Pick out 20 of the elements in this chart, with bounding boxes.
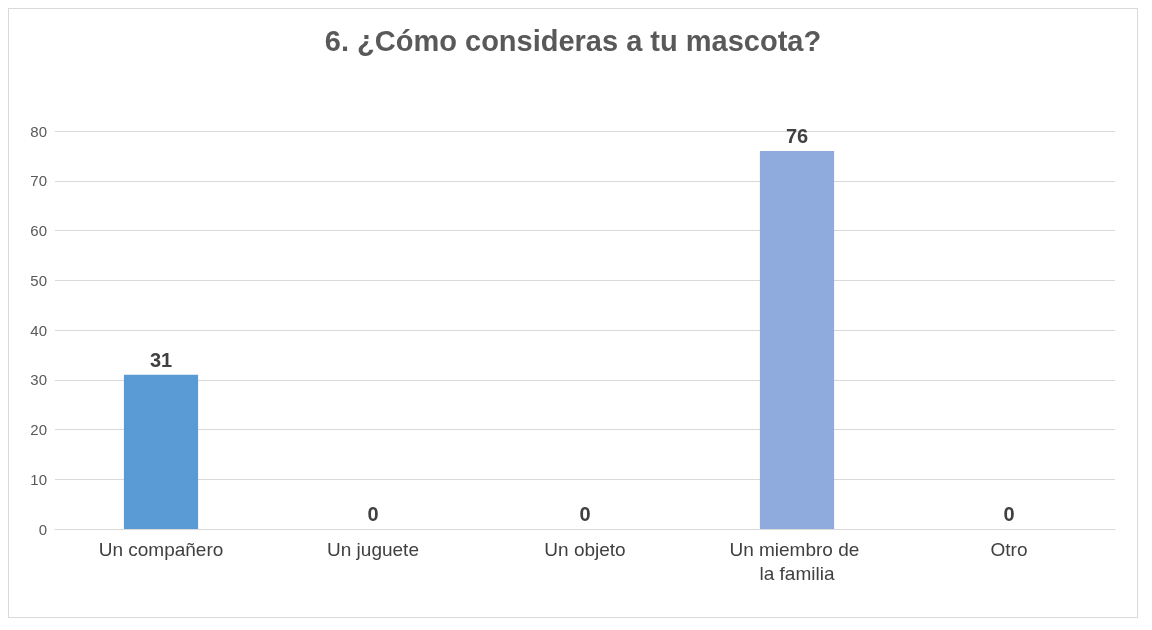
- x-tick-label: Un objeto: [544, 538, 626, 560]
- chart-title: 6. ¿Cómo consideras a tu mascota?: [324, 24, 822, 57]
- y-tick-label: 60: [30, 222, 47, 239]
- y-tick-label: 10: [30, 470, 47, 488]
- data-label: 0: [367, 503, 379, 525]
- data-label: 76: [785, 124, 809, 147]
- y-tick-label: 0: [38, 520, 47, 538]
- y-tick-label: 20: [30, 421, 47, 438]
- data-label: 0: [1003, 503, 1015, 525]
- x-tick-label: Otro: [990, 538, 1028, 560]
- y-tick-label: 30: [30, 371, 47, 389]
- x-tick-label: Un compañero: [98, 538, 224, 560]
- y-tick-label: 80: [30, 122, 47, 140]
- x-tick-label: Un juguete: [327, 538, 419, 560]
- y-tick-label: 40: [30, 321, 47, 339]
- data-label: 0: [579, 503, 591, 525]
- y-tick-label: 50: [30, 271, 47, 289]
- x-tick-label: Un miembro de la familia: [729, 538, 865, 584]
- data-label: 31: [149, 348, 173, 371]
- y-tick-label: 70: [30, 172, 47, 190]
